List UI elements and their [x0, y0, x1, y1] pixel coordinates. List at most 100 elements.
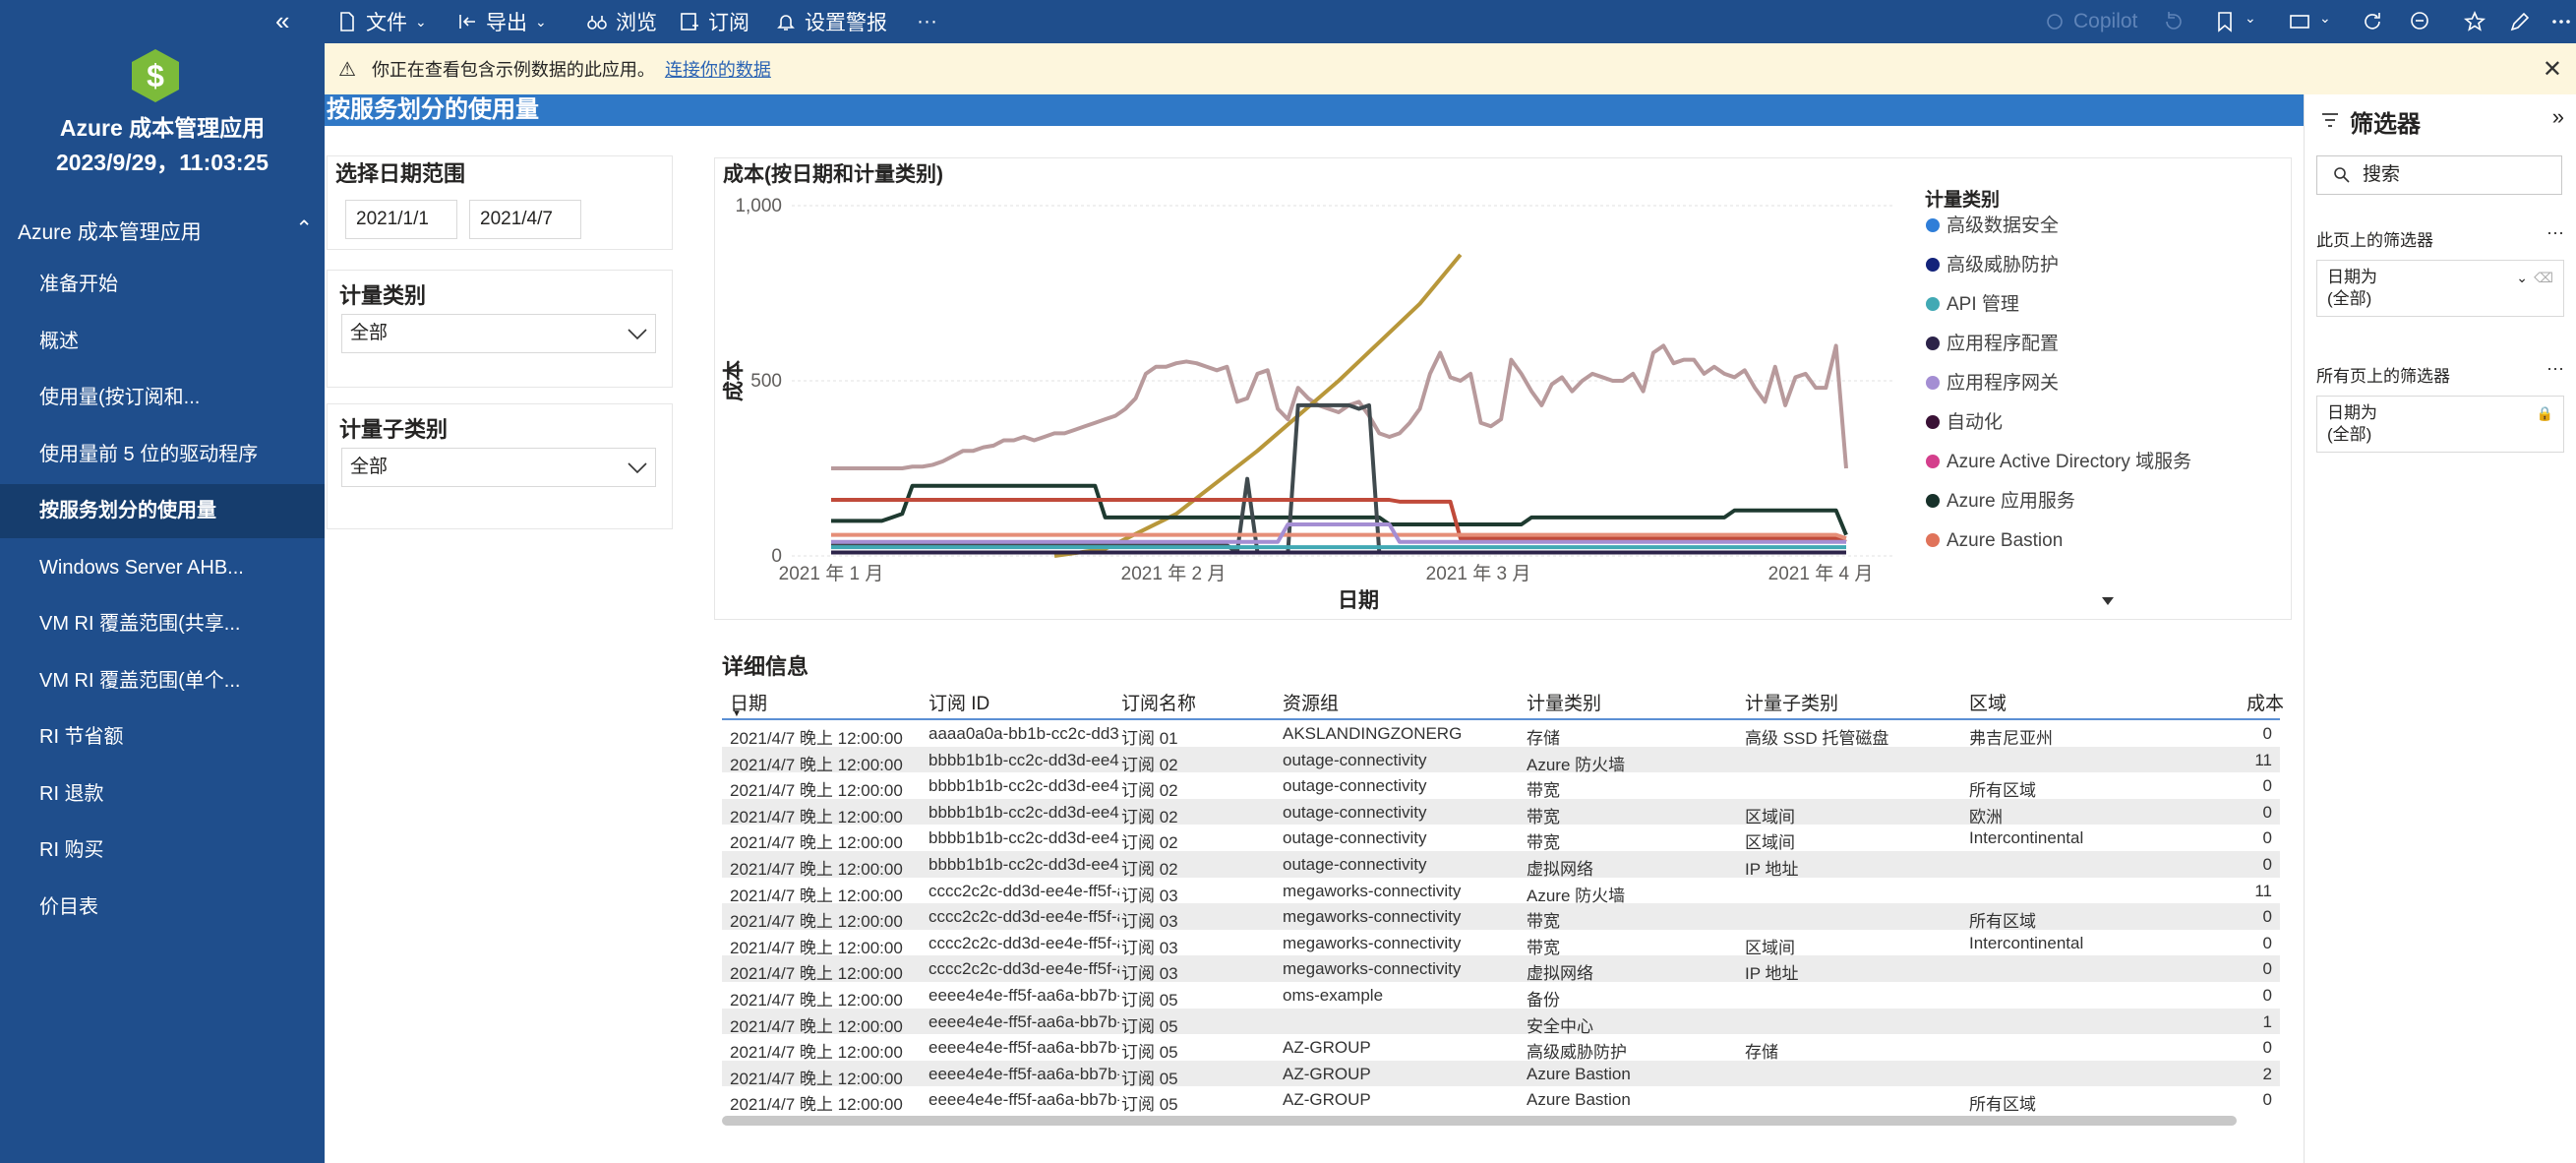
sidebar-item[interactable]: RI 节省额 [39, 726, 124, 748]
sidebar-item[interactable]: 准备开始 [39, 274, 118, 295]
app-logo: $ [132, 49, 179, 102]
table-row[interactable]: 2021/4/7 晚上 12:00:00 bbbb1b1b-cc2c-dd3d-e… [722, 850, 2280, 879]
collapse-sidebar-icon[interactable]: « [275, 6, 290, 35]
meter-category-dropdown[interactable]: 全部 [341, 314, 656, 353]
table-cell: 订阅 05 [1121, 1095, 1178, 1115]
sidebar-item[interactable]: RI 购买 [39, 839, 104, 861]
table-row[interactable]: 2021/4/7 晚上 12:00:00 bbbb1b1b-cc2c-dd3d-e… [722, 772, 2280, 800]
end-date-input[interactable]: 2021/4/7 [469, 200, 581, 239]
table-row[interactable]: 2021/4/7 晚上 12:00:00 eeee4e4e-ff5f-aa6a-b… [722, 1034, 2280, 1062]
column-header[interactable]: 区域 [1969, 694, 2007, 714]
this-page-date-filter-card[interactable]: 日期为 (全部) ⌄ ⌫ [2316, 260, 2564, 317]
sidebar-item[interactable]: 概述 [39, 330, 79, 352]
table-cell: Intercontinental [1969, 933, 2084, 952]
column-header[interactable]: 日期 [730, 694, 768, 714]
comment-icon[interactable] [2408, 10, 2431, 33]
series-line [831, 498, 1847, 544]
browse-button[interactable]: 浏览 [586, 0, 657, 43]
table-row[interactable]: 2021/4/7 晚上 12:00:00 eeee4e4e-ff5f-aa6a-b… [722, 981, 2280, 1010]
chevron-down-icon[interactable]: ⌄ [2516, 270, 2528, 285]
table-row[interactable]: 2021/4/7 晚上 12:00:00 cccc2c2c-dd3d-ee4e-f… [722, 929, 2280, 957]
view-icon[interactable] [2288, 10, 2311, 33]
column-header[interactable]: 成本 [2247, 694, 2285, 714]
column-header[interactable]: 订阅 ID [929, 694, 990, 714]
table-cell: 2021/4/7 晚上 12:00:00 [730, 886, 903, 905]
copilot-icon [2047, 14, 2063, 30]
start-date-input[interactable]: 2021/1/1 [345, 200, 457, 239]
filter-pane: 筛选器 » 搜索 此页上的筛选器 ··· 日期为 (全部) ⌄ ⌫ 所有页上的筛… [2304, 94, 2576, 1163]
column-header[interactable]: 计量类别 [1527, 694, 1602, 714]
table-cell: cccc2c2c-dd3d-ee4e-ff5f-aaaaaa6a6a6a [929, 881, 1119, 900]
filter-search-input[interactable]: 搜索 [2316, 155, 2562, 195]
close-icon[interactable]: ✕ [2542, 56, 2562, 83]
file-icon [340, 12, 354, 31]
connect-data-link[interactable]: 连接你的数据 [664, 60, 771, 80]
sidebar-item[interactable]: 使用量前 5 位的驱动程序 [39, 443, 259, 465]
browse-label: 浏览 [616, 12, 657, 34]
horizontal-scrollbar[interactable] [722, 1116, 2237, 1126]
table-cell: 订阅 02 [1121, 859, 1178, 879]
table-cell: 0 [2262, 828, 2272, 848]
filter-icon [2322, 113, 2338, 127]
table-row[interactable]: 2021/4/7 晚上 12:00:00 cccc2c2c-dd3d-ee4e-f… [722, 877, 2280, 905]
table-cell: AZ-GROUP [1283, 1090, 1371, 1110]
sidebar-item[interactable]: VM RI 覆盖范围(共享... [39, 613, 241, 635]
table-cell: bbbb1b1b-cc2c-dd3d-ee4e-ffffff5f5f5f [929, 776, 1119, 796]
sidebar-item[interactable]: VM RI 覆盖范围(单个... [39, 669, 241, 692]
table-row[interactable]: 2021/4/7 晚上 12:00:00 cccc2c2c-dd3d-ee4e-f… [722, 903, 2280, 931]
chevron-down-icon[interactable]: ⌄ [2245, 10, 2256, 26]
table-body: 2021/4/7 晚上 12:00:00 aaaa0a0a-bb1b-cc2c-d… [722, 720, 2280, 1115]
table-row[interactable]: 2021/4/7 晚上 12:00:00 bbbb1b1b-cc2c-dd3d-e… [722, 825, 2280, 852]
table-row[interactable]: 2021/4/7 晚上 12:00:00 cccc2c2c-dd3d-ee4e-f… [722, 955, 2280, 983]
refresh-icon[interactable] [2361, 10, 2384, 33]
chevron-down-icon[interactable]: ⌄ [2319, 10, 2331, 26]
table-cell: megaworks-connectivity [1283, 881, 1462, 900]
table-row[interactable]: 2021/4/7 晚上 12:00:00 bbbb1b1b-cc2c-dd3d-e… [722, 746, 2280, 774]
nav-section-header[interactable]: Azure 成本管理应用 ⌃ [18, 216, 313, 246]
export-menu-button[interactable]: 导出 ⌄ [456, 0, 547, 43]
table-row[interactable]: 2021/4/7 晚上 12:00:00 aaaa0a0a-bb1b-cc2c-d… [722, 720, 2280, 748]
sidebar-item[interactable]: 使用量(按订阅和... [39, 387, 201, 408]
export-menu-label: 导出 [486, 12, 527, 34]
more-icon[interactable] [2549, 10, 2573, 33]
table-row[interactable]: 2021/4/7 晚上 12:00:00 eeee4e4e-ff5f-aa6a-b… [722, 1008, 2280, 1036]
sidebar-item[interactable]: 按服务划分的使用量 [0, 484, 325, 538]
more-options-button[interactable]: ··· [917, 0, 937, 43]
copilot-button[interactable]: Copilot [2044, 0, 2137, 43]
set-alert-button[interactable]: 设置警报 [775, 0, 887, 43]
file-menu-button[interactable]: 文件 ⌄ [336, 0, 427, 43]
collapse-filter-icon[interactable]: » [2551, 104, 2564, 129]
bell-icon [777, 15, 795, 31]
edit-icon[interactable] [2508, 10, 2532, 33]
table-row[interactable]: 2021/4/7 晚上 12:00:00 eeee4e4e-ff5f-aa6a-b… [722, 1086, 2280, 1115]
column-header[interactable]: 资源组 [1283, 694, 1340, 714]
legend-marker [1926, 415, 1940, 429]
column-header[interactable]: 订阅名称 [1121, 694, 1197, 714]
table-cell: AZ-GROUP [1283, 1064, 1371, 1083]
column-header[interactable]: 计量子类别 [1745, 694, 1839, 714]
sidebar-item[interactable]: RI 退款 [39, 782, 104, 805]
more-icon[interactable]: ··· [2546, 358, 2564, 378]
y-tick-label: 500 [750, 371, 782, 392]
chevron-down-icon: ⌄ [535, 13, 547, 30]
table-cell: eeee4e4e-ff5f-aa6a-bb7b-cccccc8c8c8c [929, 1064, 1119, 1083]
table-row[interactable]: 2021/4/7 晚上 12:00:00 bbbb1b1b-cc2c-dd3d-e… [722, 798, 2280, 826]
meter-subcategory-slicer: 计量子类别 全部 [327, 403, 673, 529]
sidebar-item[interactable]: 价目表 [39, 895, 98, 918]
table-cell: Azure Bastion [1527, 1064, 1631, 1083]
table-cell: outage-connectivity [1283, 854, 1427, 874]
reset-icon[interactable] [2162, 10, 2186, 33]
eraser-icon[interactable]: ⌫ [2534, 270, 2553, 285]
star-icon[interactable] [2463, 10, 2486, 33]
more-icon[interactable]: ··· [2546, 222, 2564, 242]
legend-marker [1926, 455, 1940, 468]
legend-marker [1926, 337, 1940, 350]
bookmark-icon[interactable] [2213, 10, 2237, 33]
subscribe-button[interactable]: 订阅 [679, 0, 749, 43]
table-cell: 欧洲 [1969, 807, 2003, 826]
table-row[interactable]: 2021/4/7 晚上 12:00:00 eeee4e4e-ff5f-aa6a-b… [722, 1060, 2280, 1088]
sidebar-item[interactable]: Windows Server AHB... [39, 556, 244, 579]
all-pages-date-filter-card[interactable]: 日期为 (全部) 🔒 [2316, 396, 2564, 453]
detail-title: 详细信息 [722, 654, 809, 679]
meter-subcategory-dropdown[interactable]: 全部 [341, 448, 656, 487]
